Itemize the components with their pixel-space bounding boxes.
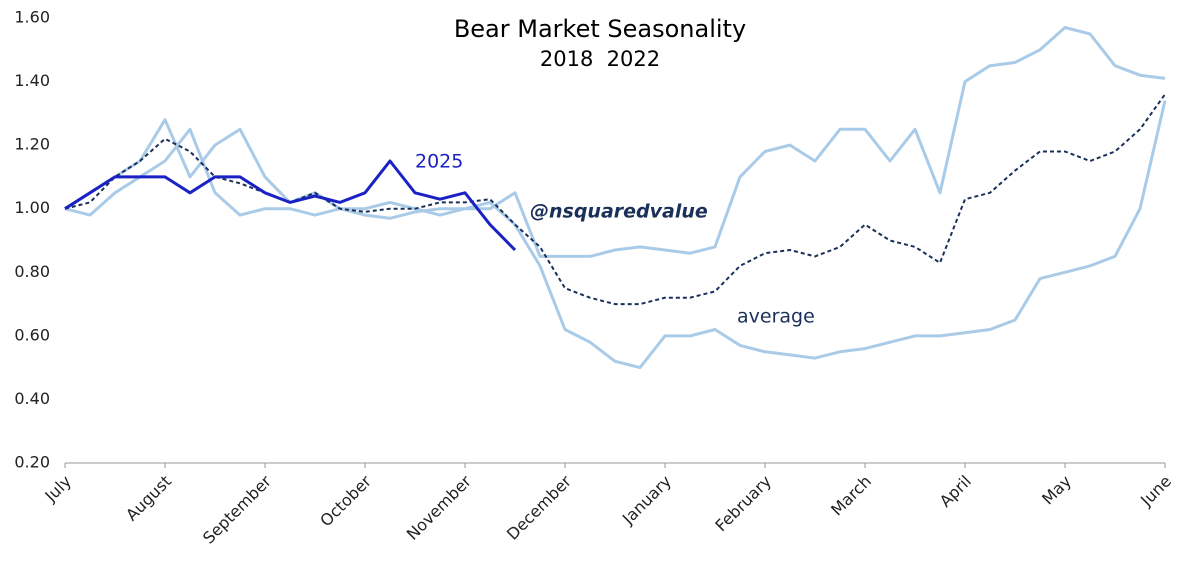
series-line — [64, 159, 517, 252]
y-tick-label: 1.20 — [14, 135, 50, 154]
x-tick-label: August — [122, 472, 175, 525]
x-tick-label: October — [316, 471, 375, 530]
x-tick-label: March — [827, 472, 875, 520]
x-tick-label: November — [403, 471, 476, 544]
x-tick-label: December — [503, 471, 575, 543]
x-tick-label: February — [711, 472, 775, 536]
y-tick-label: 0.20 — [14, 453, 50, 472]
x-tick-label: June — [1136, 472, 1175, 511]
annotation: average — [737, 306, 815, 328]
x-tick-label: July — [41, 472, 75, 506]
y-tick-label: 0.40 — [14, 389, 50, 408]
x-tick-label: May — [1038, 472, 1075, 509]
y-tick-label: 1.60 — [14, 8, 50, 27]
series-line — [64, 93, 1166, 306]
series-line — [64, 100, 1167, 370]
x-tick-label: April — [936, 472, 975, 511]
x-tick-label: January — [618, 472, 675, 529]
y-tick-label: 1.40 — [14, 71, 50, 90]
chart-subtitle: 2018 2022 — [540, 47, 660, 71]
annotation: @nsquaredvalue — [530, 201, 708, 223]
y-tick-label: 1.00 — [14, 198, 50, 217]
y-tick-label: 0.60 — [14, 325, 50, 344]
series-line — [64, 26, 1166, 258]
chart-title: Bear Market Seasonality — [454, 15, 746, 43]
annotation: 2025 — [415, 151, 463, 173]
y-tick-label: 0.80 — [14, 262, 50, 281]
x-tick-label: September — [199, 471, 275, 547]
